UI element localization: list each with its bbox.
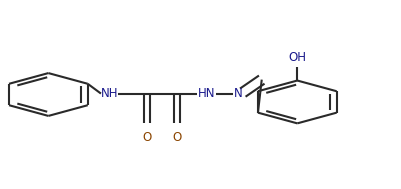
Text: OH: OH: [288, 51, 306, 64]
Text: HN: HN: [198, 87, 215, 100]
Text: N: N: [234, 87, 243, 100]
Text: O: O: [172, 131, 181, 144]
Text: NH: NH: [101, 87, 118, 100]
Text: O: O: [142, 131, 152, 144]
